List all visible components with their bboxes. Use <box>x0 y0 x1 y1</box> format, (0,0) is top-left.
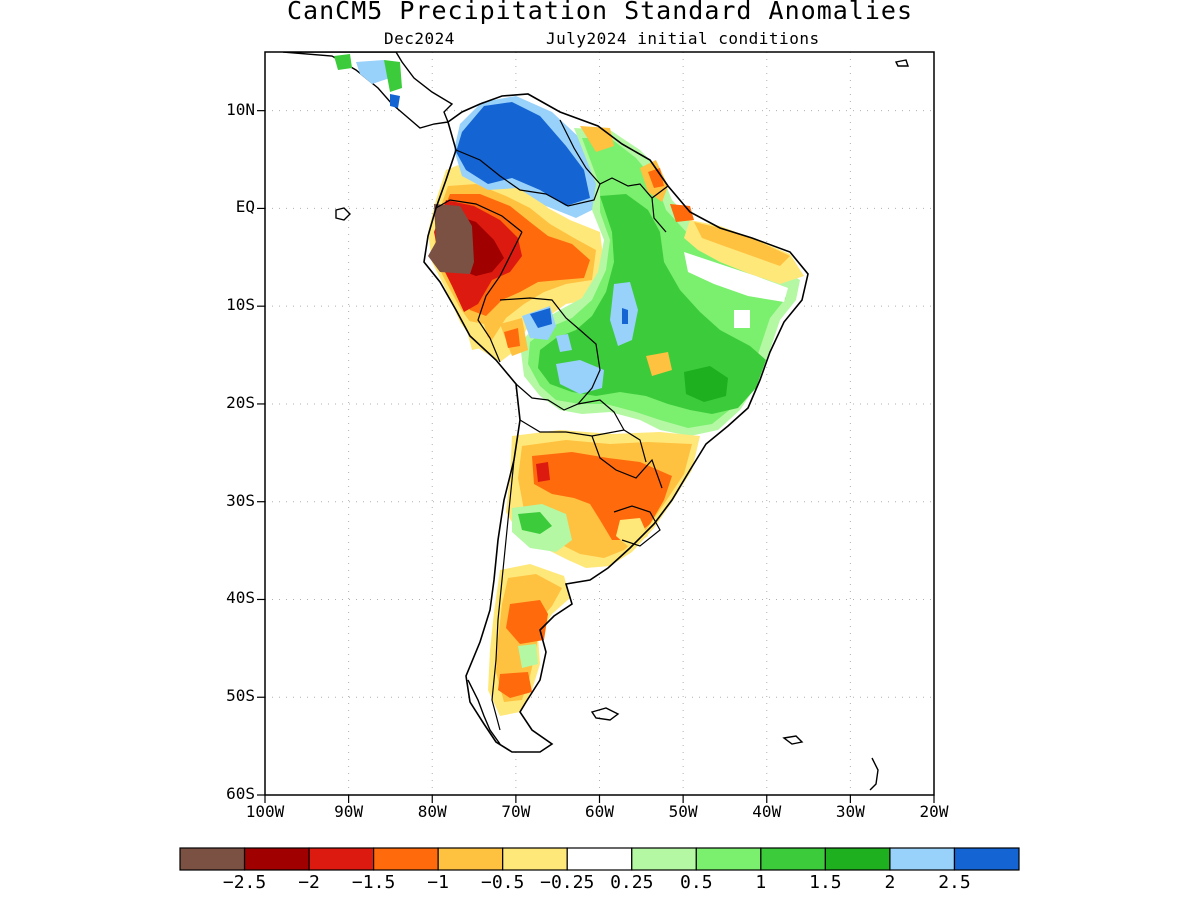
anomaly-patch <box>538 194 766 414</box>
colorbar-swatch <box>824 847 891 871</box>
colorbar-label: −2 <box>298 872 320 893</box>
lat-label: 50S <box>226 686 255 706</box>
lon-label: 70W <box>501 802 531 821</box>
lon-label: 80W <box>417 802 447 821</box>
islands <box>335 59 909 791</box>
colorbar-label: −1.5 <box>351 872 396 893</box>
anomaly-patch <box>390 94 400 108</box>
anomaly-patch <box>334 54 352 70</box>
colorbar <box>179 847 1020 871</box>
lat-label: 20S <box>226 392 255 412</box>
colorbar-swatch <box>179 847 246 871</box>
colorbar-label: 1.5 <box>809 872 842 893</box>
lon-label: 60W <box>585 802 614 821</box>
colorbar-swatch <box>889 847 956 871</box>
anomaly-patch <box>648 168 664 188</box>
country-borders <box>435 119 669 731</box>
colorbar-swatch <box>760 847 826 871</box>
anomaly-patch <box>536 462 550 482</box>
lat-label: 30S <box>226 490 255 510</box>
colorbar-label: −2.5 <box>222 872 267 893</box>
colorbar-swatch <box>631 847 697 871</box>
lat-label: 40S <box>226 588 255 608</box>
colorbar-label: 1 <box>755 872 767 893</box>
lon-label: 30W <box>835 802 865 821</box>
map-title: CanCM5 Precipitation Standard Anomalies <box>287 0 913 25</box>
anomaly-patch <box>556 334 572 352</box>
colorbar-swatch <box>566 847 633 871</box>
anomaly-patch <box>734 310 750 328</box>
colorbar-label: −1 <box>427 872 449 893</box>
init-conditions-label: July2024 initial conditions <box>546 29 820 48</box>
colorbar-label: −0.5 <box>481 872 525 893</box>
anomaly-patch <box>530 308 552 328</box>
colorbar-label: 2.5 <box>938 872 971 893</box>
lat-label: 60S <box>226 784 255 803</box>
anomaly-patch <box>428 204 474 274</box>
lon-label: 20W <box>919 802 949 821</box>
lat-label: 10N <box>226 99 255 119</box>
anomaly-patch <box>646 352 672 376</box>
anomaly-patch <box>498 672 532 698</box>
anomaly-field <box>282 52 909 791</box>
anomaly-patch <box>384 60 402 92</box>
lon-label: 50W <box>668 802 698 821</box>
colorbar-label: 2 <box>884 872 896 893</box>
colorbar-label: −0.25 <box>540 872 595 893</box>
lon-label: 40W <box>752 802 782 821</box>
anomaly-patch <box>518 512 552 534</box>
colorbar-label: 0.5 <box>680 872 713 893</box>
colorbar-swatch <box>243 847 310 871</box>
anomaly-patch <box>506 600 548 644</box>
valid-month-label: Dec2024 <box>384 29 455 48</box>
south-america-coastline <box>423 93 809 753</box>
colorbar-swatch <box>953 847 1020 871</box>
colorbar-swatch <box>308 847 375 871</box>
anomaly-patch <box>456 102 590 206</box>
anomaly-patch <box>504 328 520 348</box>
lon-label: 90W <box>334 802 364 821</box>
colorbar-swatch <box>695 847 762 871</box>
lat-label: EQ <box>235 197 255 217</box>
axis-ticks <box>257 110 935 803</box>
anomaly-patch <box>356 60 390 84</box>
anomaly-patch <box>556 360 604 394</box>
anomaly-patch <box>622 308 628 324</box>
colorbar-swatch <box>502 847 568 871</box>
colorbar-swatch <box>373 847 439 871</box>
colorbar-label: 0.25 <box>610 872 654 893</box>
anomaly-patch <box>684 366 728 402</box>
colorbar-swatch <box>437 847 504 871</box>
anomaly-patch <box>684 252 788 302</box>
anomaly-patch <box>694 222 790 266</box>
lon-label: 100W <box>245 802 285 821</box>
anomaly-patch <box>518 644 538 668</box>
lat-label: 10S <box>226 295 255 315</box>
anomaly-patch <box>532 452 672 540</box>
